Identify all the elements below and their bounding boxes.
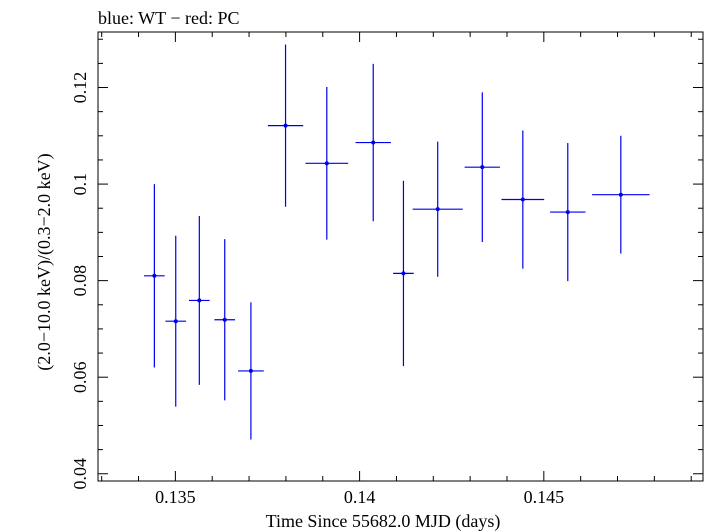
data-point — [144, 184, 165, 368]
data-point — [214, 239, 236, 401]
x-tick-label: 0.145 — [524, 487, 565, 507]
point-marker — [480, 165, 485, 170]
y-tick-label: 0.04 — [70, 458, 90, 490]
x-tick-labels: 0.135 0.14 0.145 — [155, 487, 564, 507]
point-marker — [173, 319, 178, 324]
point-marker — [197, 298, 202, 303]
point-marker — [324, 161, 329, 166]
point-marker — [222, 317, 227, 322]
chart-title: blue: WT − red: PC — [98, 8, 239, 28]
y-tick-labels: 0.04 0.06 0.08 0.1 0.12 — [70, 72, 90, 490]
point-marker — [152, 273, 157, 278]
x-tick-label: 0.14 — [344, 487, 376, 507]
x-axis-label: Time Since 55682.0 MJD (days) — [266, 511, 501, 532]
data-series — [144, 44, 650, 440]
point-marker — [371, 140, 376, 145]
data-point — [550, 143, 586, 282]
x-tick-label: 0.135 — [155, 487, 196, 507]
data-point — [592, 135, 650, 254]
y-tick-label: 0.1 — [70, 173, 90, 196]
point-marker — [520, 197, 525, 202]
data-point — [393, 180, 414, 367]
y-tick-label: 0.08 — [70, 265, 90, 297]
data-point — [412, 141, 463, 277]
point-marker — [401, 271, 406, 276]
data-point — [464, 92, 500, 243]
point-marker — [248, 368, 253, 373]
data-point — [267, 44, 304, 207]
x-axis — [101, 32, 692, 481]
data-point — [305, 87, 349, 240]
data-point — [501, 130, 545, 269]
y-tick-label: 0.12 — [70, 72, 90, 104]
point-marker — [565, 210, 570, 215]
data-point — [355, 63, 391, 222]
data-point — [165, 235, 187, 407]
point-marker — [618, 192, 623, 197]
data-point — [238, 302, 264, 440]
data-point — [189, 215, 210, 385]
y-axis-label: (2.0−10.0 keV)/(0.3−2.0 keV) — [34, 153, 55, 370]
point-marker — [283, 123, 288, 128]
y-tick-label: 0.06 — [70, 361, 90, 393]
y-axis — [98, 38, 703, 475]
point-marker — [435, 207, 440, 212]
plot-frame — [97, 31, 704, 482]
